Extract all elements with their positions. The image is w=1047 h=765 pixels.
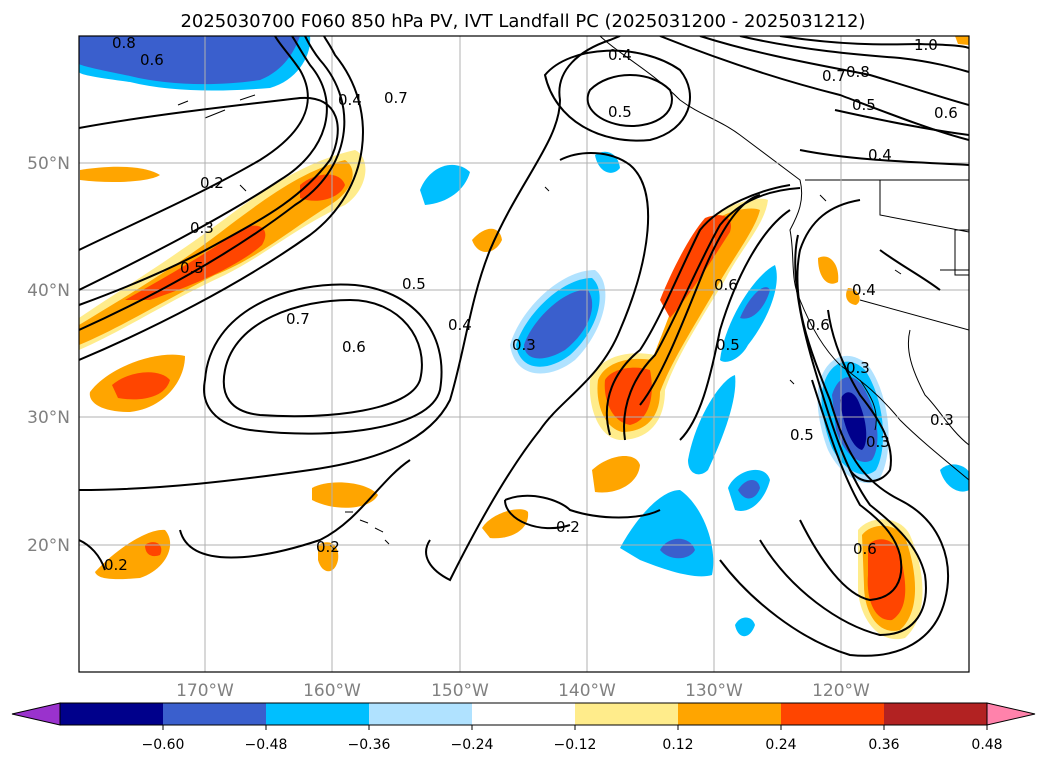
map-area: 0.6 0.8 0.4 0.7 0.2 0.3 0.5 0.5 0.4 0.7 … — [79, 34, 969, 672]
contour-label: 0.7 — [822, 67, 846, 85]
colorbar-extend-low — [11, 702, 61, 726]
contour-label: 0.5 — [852, 96, 876, 114]
contour-label: 0.3 — [846, 359, 870, 377]
colorbar-tick-labels: −0.60 −0.48 −0.36 −0.24 −0.12 0.12 0.24 0.36 0.4… — [142, 725, 1003, 753]
contour-label: 0.8 — [846, 63, 870, 81]
contour-label: 0.5 — [180, 259, 204, 277]
contour-label: 0.2 — [200, 174, 224, 192]
contour-label: 0.5 — [790, 426, 814, 444]
contour-label: 0.4 — [852, 281, 876, 299]
contour-label: 0.4 — [448, 316, 472, 334]
contour-label: 0.3 — [190, 219, 214, 237]
latitude-labels: 50°N 40°N 30°N 20°N — [27, 154, 70, 556]
contour-label: 0.6 — [934, 104, 958, 122]
contour-label: 0.2 — [104, 556, 128, 574]
lon-tick-label: 130°W — [685, 681, 743, 701]
colorbar-segment — [472, 703, 576, 725]
contour-label: 1.0 — [914, 36, 938, 54]
lat-tick-label: 40°N — [27, 281, 70, 301]
lon-tick-label: 170°W — [176, 681, 234, 701]
contour-label-group: 0.6 0.8 0.4 0.7 0.2 0.3 0.5 0.5 0.4 0.7 … — [104, 34, 958, 574]
contour-label: 0.2 — [316, 538, 340, 556]
colorbar-tick-label: −0.24 — [451, 737, 494, 753]
longitude-labels: 170°W 160°W 150°W 140°W 130°W 120°W — [176, 681, 870, 701]
lon-tick-label: 120°W — [812, 681, 870, 701]
positive-shading — [79, 36, 969, 640]
contour-label: 0.7 — [286, 310, 310, 328]
contour-label: 0.5 — [402, 275, 426, 293]
colorbar-segments — [60, 703, 988, 725]
colorbar-tick-label: 0.24 — [765, 737, 796, 753]
contour-label: 0.2 — [556, 518, 580, 536]
colorbar: −0.60 −0.48 −0.36 −0.24 −0.12 0.12 0.24 0.36 0.4… — [11, 702, 1036, 753]
colorbar-segment — [163, 703, 267, 725]
contour-label: 0.8 — [112, 34, 136, 52]
figure-title: 2025030700 F060 850 hPa PV, IVT Landfall… — [180, 11, 865, 32]
colorbar-tick-label: 0.48 — [971, 737, 1002, 753]
contour-label: 0.6 — [140, 51, 164, 69]
contour-label: 0.4 — [608, 46, 632, 64]
colorbar-segment — [678, 703, 782, 725]
colorbar-tick-label: −0.12 — [554, 737, 597, 753]
contour-label: 0.6 — [342, 338, 366, 356]
colorbar-segment — [60, 703, 164, 725]
lon-tick-label: 140°W — [558, 681, 616, 701]
lon-tick-label: 150°W — [431, 681, 489, 701]
contour-lines — [79, 36, 969, 657]
contour-label: 0.3 — [866, 433, 890, 451]
colorbar-segment — [369, 703, 473, 725]
contour-label: 0.6 — [714, 276, 738, 294]
lat-tick-label: 20°N — [27, 536, 70, 556]
contour-label: 0.3 — [930, 411, 954, 429]
contour-label: 0.6 — [806, 316, 830, 334]
lat-tick-label: 30°N — [27, 408, 70, 428]
contour-label: 0.3 — [512, 336, 536, 354]
contour-label: 0.6 — [853, 540, 877, 558]
coastlines — [177, 36, 969, 550]
contour-label: 0.5 — [716, 336, 740, 354]
colorbar-segment — [884, 703, 988, 725]
colorbar-segment — [266, 703, 370, 725]
colorbar-extend-high — [986, 702, 1036, 726]
contour-label: 0.7 — [384, 89, 408, 107]
colorbar-tick-label: 0.36 — [868, 737, 899, 753]
colorbar-segment — [781, 703, 885, 725]
contour-label: 0.4 — [338, 91, 362, 109]
lon-tick-label: 160°W — [303, 681, 361, 701]
colorbar-tick-label: −0.48 — [245, 737, 288, 753]
contour-label: 0.5 — [608, 103, 632, 121]
contour-label: 0.4 — [868, 146, 892, 164]
colorbar-segment — [575, 703, 679, 725]
colorbar-tick-label: −0.36 — [348, 737, 391, 753]
colorbar-tick-label: −0.60 — [142, 737, 185, 753]
colorbar-frame — [59, 702, 988, 726]
colorbar-tick-label: 0.12 — [662, 737, 693, 753]
map-frame — [78, 35, 970, 673]
lat-tick-label: 50°N — [27, 154, 70, 174]
